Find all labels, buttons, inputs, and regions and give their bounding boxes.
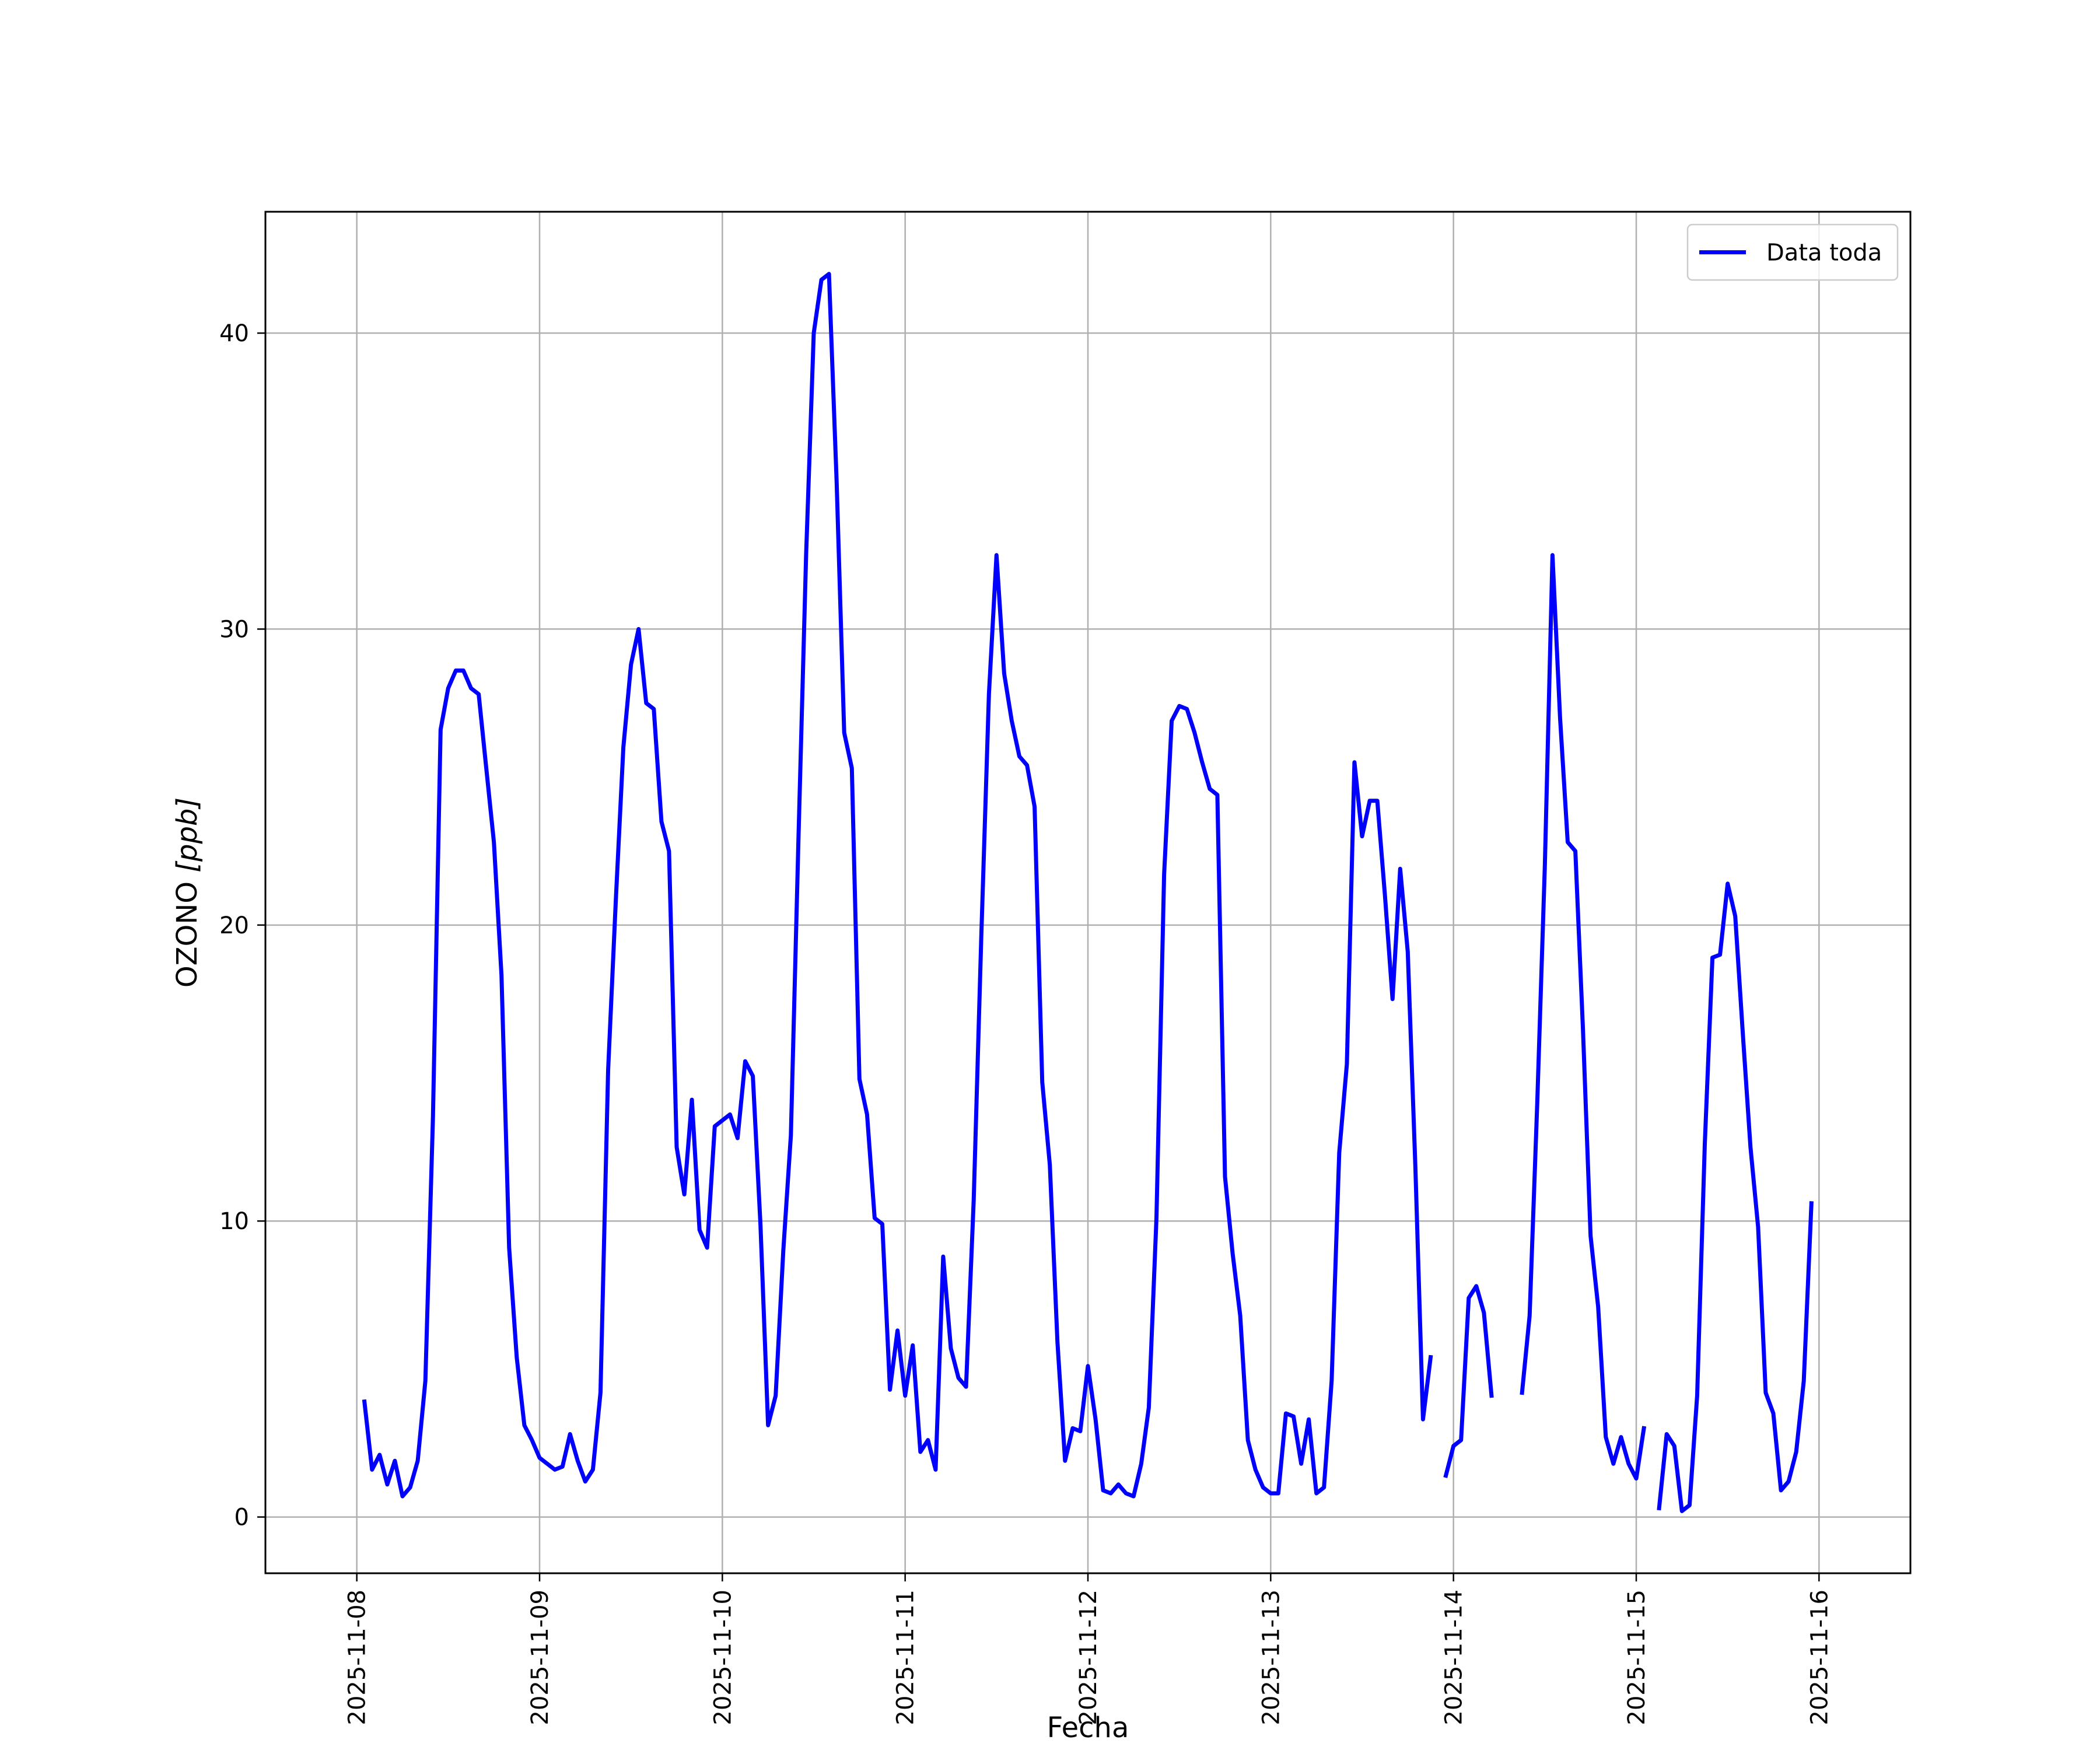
y-axis-label-unit: [ppb] xyxy=(171,797,204,873)
y-tick-label: 10 xyxy=(219,1208,249,1235)
y-axis-label-main: OZONO xyxy=(171,873,204,988)
x-tick-label: 2025-11-12 xyxy=(1075,1590,1102,1725)
x-tick-label: 2025-11-11 xyxy=(892,1590,919,1725)
x-tick-label: 2025-11-08 xyxy=(344,1590,371,1725)
series-line-segment xyxy=(362,272,1433,1499)
x-tick-label: 2025-11-14 xyxy=(1441,1590,1468,1725)
y-tick-label: 40 xyxy=(219,320,249,347)
series-line-segment xyxy=(1443,1284,1494,1478)
legend: Data toda xyxy=(1686,223,1899,281)
x-axis-label: Fecha xyxy=(1047,1712,1129,1744)
series-layer xyxy=(362,272,1814,1513)
x-tick-label: 2025-11-16 xyxy=(1806,1590,1833,1725)
legend-box xyxy=(1686,223,1899,281)
grid-lines xyxy=(265,212,1910,1573)
series-line-segment xyxy=(1657,881,1814,1513)
x-tick-label: 2025-11-15 xyxy=(1623,1590,1650,1725)
legend-label: Data toda xyxy=(1766,240,1882,267)
series-line-segment xyxy=(1520,553,1647,1481)
y-tick-label: 0 xyxy=(235,1504,249,1531)
y-tick-label: 30 xyxy=(219,616,249,643)
y-axis: 0 10 20 30 40 xyxy=(219,320,265,1531)
x-tick-label: 2025-11-10 xyxy=(709,1590,736,1725)
y-axis-label: OZONO [ppb] xyxy=(171,797,204,988)
x-axis: 2025-11-08 2025-11-09 2025-11-10 2025-11-11… xyxy=(344,1573,1833,1725)
y-tick-label: 20 xyxy=(219,912,249,939)
x-tick-label: 2025-11-13 xyxy=(1258,1590,1284,1725)
x-tick-label: 2025-11-09 xyxy=(527,1590,554,1725)
